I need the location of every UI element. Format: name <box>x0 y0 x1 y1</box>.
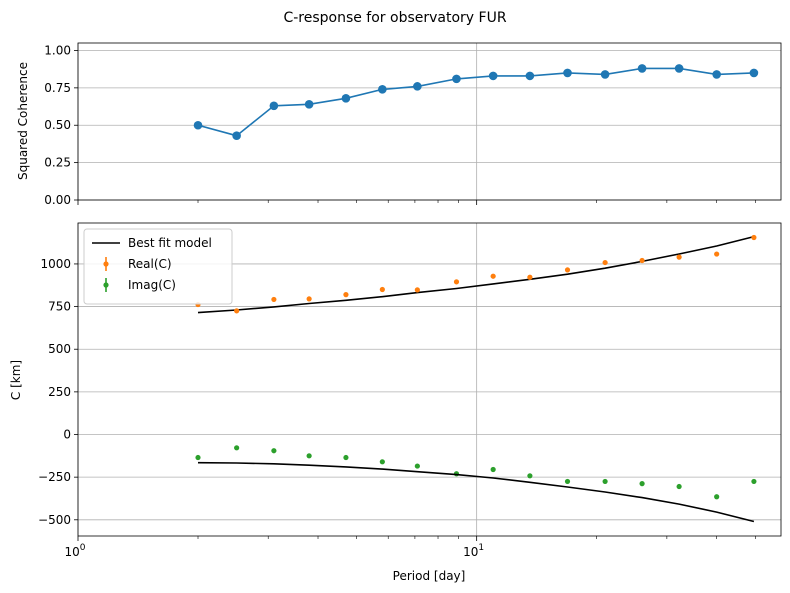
data-point <box>193 120 203 130</box>
x-tick-label: 101 <box>463 543 484 559</box>
data-point <box>674 64 684 73</box>
coherence-panel: 0.00 0.25 0.50 0.75 1.00 <box>44 42 782 207</box>
plot-frame <box>77 222 782 537</box>
coherence-y-axis-label: Squared Coherence <box>16 62 30 180</box>
data-point <box>751 234 757 241</box>
data-point <box>527 473 533 479</box>
data-point <box>749 68 759 78</box>
x-tick-label: 100 <box>64 543 85 559</box>
data-point <box>564 478 571 485</box>
data-point <box>527 274 533 280</box>
data-point <box>676 254 682 260</box>
y-tick-label: −250 <box>38 470 71 484</box>
data-point <box>639 481 645 487</box>
legend: Best fit model Real(C) Imag(C) <box>83 228 233 305</box>
y-tick-label: 1000 <box>40 257 71 271</box>
data-point <box>304 100 314 109</box>
data-point <box>232 131 241 141</box>
y-tick-label: 0.75 <box>44 81 71 95</box>
series-line <box>197 461 755 523</box>
data-point <box>271 448 277 454</box>
y-tick-label: 500 <box>48 342 71 356</box>
data-point <box>602 478 608 485</box>
legend-entry: Imag(C) <box>128 278 176 292</box>
data-point <box>379 459 385 465</box>
data-point <box>676 483 682 490</box>
c-response-panel: −500 −250 0 250 500 750 1000 100 101 Best fit mod… <box>38 222 782 559</box>
data-point <box>414 463 420 469</box>
data-point <box>195 454 201 461</box>
data-point <box>712 70 721 79</box>
y-tick-label: −500 <box>38 513 71 527</box>
data-point <box>343 292 349 298</box>
data-point <box>234 445 240 451</box>
y-tick-label: 250 <box>48 385 71 399</box>
data-point <box>714 494 720 500</box>
data-point <box>379 286 385 293</box>
legend-marker <box>103 282 109 288</box>
y-tick-label: 750 <box>48 300 71 314</box>
y-tick-label: 0.25 <box>44 156 71 170</box>
data-point <box>490 273 496 279</box>
x-axis-label: Period [day] <box>393 569 466 583</box>
data-point <box>269 101 279 111</box>
data-point <box>341 94 351 103</box>
data-point <box>306 453 312 459</box>
data-point <box>413 82 422 91</box>
legend-marker <box>103 261 109 267</box>
data-point <box>453 279 460 285</box>
data-point <box>639 257 645 264</box>
data-point <box>378 85 387 94</box>
y-tick-label: 0.00 <box>44 193 71 207</box>
data-point <box>271 296 277 303</box>
data-point <box>414 287 420 293</box>
data-point <box>306 296 312 302</box>
data-point <box>564 267 571 273</box>
series-line <box>197 67 754 137</box>
data-point <box>600 70 610 79</box>
data-point <box>751 478 757 485</box>
data-point <box>490 466 496 473</box>
y-tick-label: 1.00 <box>44 43 71 57</box>
data-point <box>563 68 572 78</box>
data-point <box>234 308 240 314</box>
data-point <box>637 64 647 73</box>
series-line <box>197 235 755 314</box>
legend-box <box>83 228 233 305</box>
chart-title: C-response for observatory FUR <box>283 10 506 26</box>
y-tick-label: 0 <box>63 428 71 442</box>
legend-entry: Best fit model <box>128 236 212 250</box>
data-point <box>714 251 720 257</box>
c-y-axis-label: C [km] <box>9 360 23 400</box>
data-point <box>488 71 498 81</box>
plot-frame <box>77 42 782 201</box>
data-point <box>452 74 461 84</box>
legend-entry: Real(C) <box>128 257 172 271</box>
data-point <box>525 71 535 81</box>
data-point <box>602 259 608 266</box>
y-tick-label: 0.50 <box>44 118 71 132</box>
data-point <box>343 454 349 461</box>
